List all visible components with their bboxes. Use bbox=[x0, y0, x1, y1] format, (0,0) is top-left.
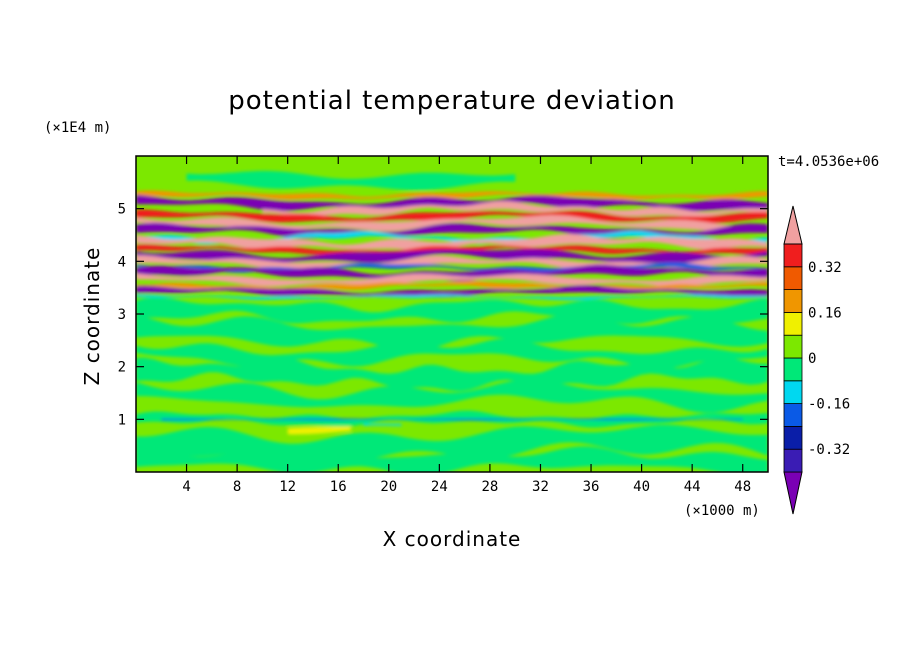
colorbar-segment bbox=[783, 425, 803, 450]
contour-field bbox=[136, 156, 768, 472]
contour-band bbox=[136, 244, 768, 255]
x-tick-label: 48 bbox=[734, 479, 751, 495]
y-tick-label: 3 bbox=[118, 307, 126, 323]
colorbar-segment bbox=[783, 380, 803, 404]
x-tick-label: 36 bbox=[583, 479, 600, 495]
colorbar-segment bbox=[783, 266, 803, 290]
contour-band bbox=[136, 262, 768, 273]
y-tick-label: 4 bbox=[118, 254, 126, 270]
colorbar-segment bbox=[783, 243, 803, 268]
contour-band bbox=[136, 424, 768, 464]
colorbar-segment bbox=[783, 311, 803, 336]
contour-band bbox=[136, 209, 768, 224]
contour-band bbox=[136, 313, 768, 352]
colorbar-max-arrow bbox=[783, 205, 803, 245]
x-tick-label: 4 bbox=[182, 479, 190, 495]
x-axis-label: X coordinate bbox=[382, 527, 522, 551]
colorbar-tick-label: 0.32 bbox=[808, 260, 842, 276]
cold-band bbox=[136, 264, 768, 282]
colorbar-tick-label: -0.32 bbox=[808, 442, 850, 458]
thin-blue-line bbox=[161, 418, 743, 421]
colorbar-segment bbox=[783, 334, 803, 359]
yellow-patch bbox=[287, 426, 351, 435]
time-label: t=4.0536e+06 bbox=[778, 154, 880, 170]
cold-band bbox=[136, 194, 768, 212]
x-ticks: 4 8 12 16 20 24 28 32 36 40 44 48 bbox=[182, 156, 751, 495]
x-axis-multiplier: (×1000 m) bbox=[684, 503, 760, 519]
y-tick-label: 1 bbox=[118, 412, 126, 428]
contour-band bbox=[136, 294, 768, 301]
colorbar: 0.32 0.16 0 -0.16 -0.32 bbox=[783, 205, 850, 515]
contour-band bbox=[136, 379, 768, 413]
warm-band bbox=[262, 201, 768, 217]
x-tick-label: 24 bbox=[431, 479, 448, 495]
colorbar-segment bbox=[783, 289, 803, 313]
colorbar-min-arrow bbox=[783, 471, 803, 515]
contour-band bbox=[136, 338, 768, 370]
chart-title: potential temperature deviation bbox=[228, 86, 676, 116]
x-tick-label: 8 bbox=[233, 479, 241, 495]
colorbar-segment bbox=[783, 448, 803, 473]
x-tick-label: 32 bbox=[532, 479, 549, 495]
x-tick-label: 20 bbox=[380, 479, 397, 495]
contour-band bbox=[186, 170, 516, 191]
colorbar-tick-label: 0.16 bbox=[808, 305, 842, 321]
contour-band bbox=[136, 273, 768, 287]
y-tick-label: 2 bbox=[118, 360, 126, 376]
cold-band bbox=[136, 249, 768, 264]
cyan-patch bbox=[363, 423, 402, 426]
contour-band bbox=[136, 357, 768, 392]
contour-band bbox=[136, 233, 768, 251]
colorbar-tick-label: -0.16 bbox=[808, 397, 850, 413]
colorbar-segment bbox=[783, 357, 803, 382]
contour-band bbox=[136, 190, 768, 200]
x-tick-label: 16 bbox=[330, 479, 347, 495]
y-tick-label: 5 bbox=[118, 202, 126, 218]
colorbar-segment bbox=[783, 403, 803, 427]
x-tick-label: 12 bbox=[279, 479, 296, 495]
contour-band bbox=[136, 446, 768, 472]
cold-band bbox=[136, 285, 768, 298]
contour-band bbox=[136, 297, 768, 324]
y-ticks: 1 2 3 4 5 bbox=[118, 202, 768, 428]
contour-band bbox=[136, 215, 768, 232]
x-tick-label: 28 bbox=[481, 479, 498, 495]
x-tick-label: 40 bbox=[633, 479, 650, 495]
y-axis-multiplier: (×1E4 m) bbox=[44, 120, 112, 136]
x-tick-label: 44 bbox=[684, 479, 701, 495]
contour-band bbox=[136, 230, 768, 245]
colorbar-tick-label: 0 bbox=[808, 351, 816, 367]
